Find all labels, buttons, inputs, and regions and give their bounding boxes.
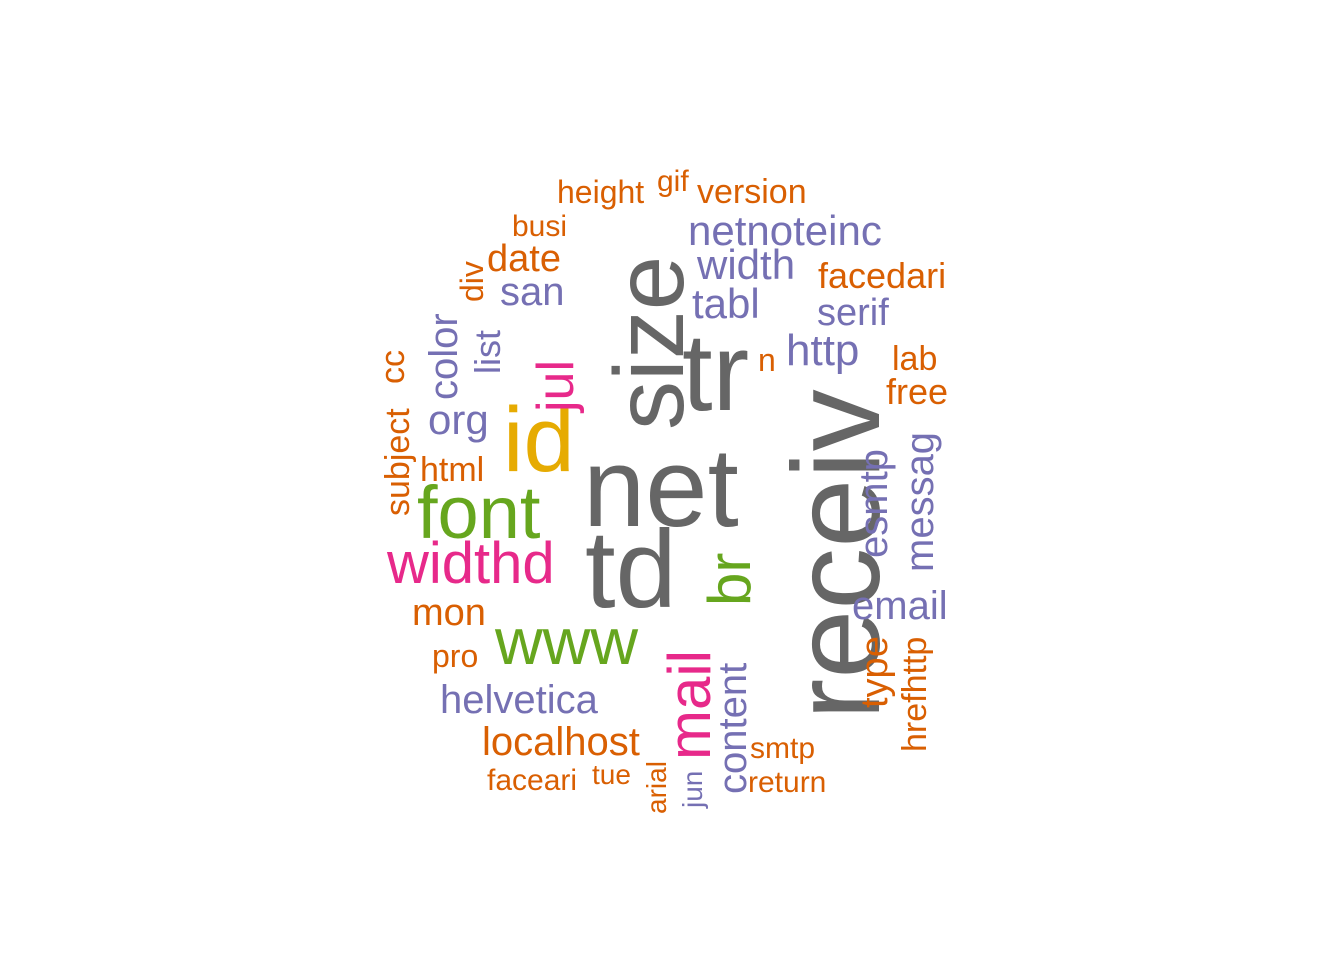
word-hrefhttp: hrefhttp — [896, 636, 934, 752]
word-busi: busi — [512, 210, 568, 243]
word-serif: serif — [817, 292, 889, 334]
word-mon: mon — [412, 592, 486, 634]
word-pro: pro — [432, 638, 479, 674]
word-content: content — [711, 662, 755, 794]
word-td: td — [585, 508, 677, 631]
word-smtp: smtp — [750, 732, 816, 765]
word-date: date — [487, 238, 561, 280]
word-net: net — [583, 425, 739, 550]
word-org: org — [428, 396, 489, 443]
word-free: free — [886, 371, 949, 412]
word-tabl: tabl — [692, 280, 760, 327]
word-cc: cc — [374, 350, 412, 384]
word-san: san — [500, 270, 565, 314]
word-version: version — [697, 173, 807, 211]
word-return: return — [748, 766, 827, 799]
word-arial: arial — [641, 761, 672, 814]
word-lab: lab — [892, 340, 938, 378]
word-font: font — [417, 471, 541, 554]
word-www: www — [495, 604, 638, 678]
word-jun: jun — [677, 770, 708, 808]
word-type: type — [854, 636, 896, 708]
word-div: div — [454, 261, 490, 302]
word-esmtp: esmtp — [852, 449, 896, 558]
word-n: n — [758, 342, 776, 378]
word-netnoteinc: netnoteinc — [688, 207, 882, 254]
word-widthd: widthd — [387, 531, 555, 596]
word-messag: messag — [898, 431, 942, 572]
word-html: html — [420, 451, 485, 489]
word-helvetica: helvetica — [440, 678, 598, 722]
word-tr: tr — [682, 311, 750, 434]
word-width: width — [697, 241, 796, 288]
word-color: color — [422, 313, 466, 400]
word-id: id — [503, 389, 575, 491]
word-tue: tue — [592, 759, 631, 790]
word-jul: jul — [527, 359, 585, 412]
word-list: list — [467, 330, 508, 374]
word-gif: gif — [657, 165, 689, 198]
word-facedari: facedari — [818, 255, 947, 296]
word-subject: subject — [379, 408, 417, 516]
word-localhost: localhost — [482, 720, 640, 764]
word-http: http — [786, 326, 860, 375]
word-faceari: faceari — [487, 764, 578, 797]
word-br: br — [696, 552, 763, 606]
word-height: height — [557, 174, 645, 210]
word-email: email — [852, 584, 948, 628]
